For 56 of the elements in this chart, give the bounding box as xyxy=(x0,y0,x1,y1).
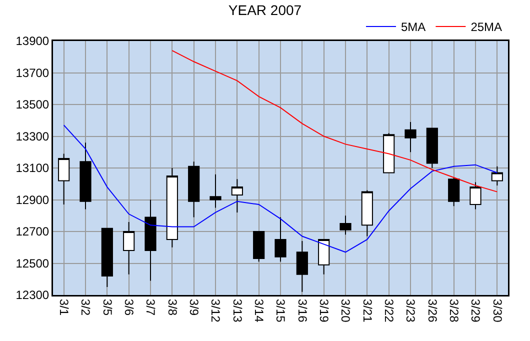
x-tick-label: 3/15 xyxy=(274,298,288,323)
candlestick xyxy=(404,121,416,153)
legend-label: 25MA xyxy=(470,20,502,34)
y-tick-label: 12500 xyxy=(16,256,50,270)
candlestick xyxy=(318,238,330,275)
y-tick-label: 12300 xyxy=(16,288,50,302)
candlestick xyxy=(274,216,286,262)
candlestick xyxy=(448,177,460,207)
x-tick-label: 3/8 xyxy=(165,298,180,316)
x-tick-label: 3/19 xyxy=(316,298,331,323)
candlestick xyxy=(166,168,178,248)
candlestick xyxy=(58,153,70,206)
candlestick xyxy=(80,142,92,210)
candlestick xyxy=(470,182,482,210)
candlestick xyxy=(426,128,438,168)
x-tick-label: 3/12 xyxy=(208,298,223,323)
y-tick-label: 13500 xyxy=(16,98,50,112)
candlestick xyxy=(101,228,113,288)
x-tick-label: 3/1 xyxy=(56,298,71,316)
y-tick-label: 13900 xyxy=(16,34,50,48)
x-tick-label: 3/13 xyxy=(230,298,244,323)
line-series xyxy=(63,124,498,253)
x-tick-label: 3/22 xyxy=(382,298,396,323)
y-tick-label: 13700 xyxy=(16,66,50,80)
y-tick-label: 13300 xyxy=(16,129,50,144)
candlestick xyxy=(231,178,243,213)
candlestick xyxy=(383,132,395,174)
x-tick-label: 3/20 xyxy=(338,298,353,323)
legend-label: 5MA xyxy=(401,20,426,34)
candlestick xyxy=(361,190,373,237)
candlestick xyxy=(210,174,222,208)
line-series xyxy=(172,50,498,192)
x-tick-label: 3/7 xyxy=(144,298,158,316)
x-tick-label: 3/9 xyxy=(186,298,201,316)
x-tick-label: 3/2 xyxy=(78,298,93,316)
x-tick-label: 3/26 xyxy=(425,298,440,323)
x-tick-label: 3/21 xyxy=(360,298,374,323)
x-tick-label: 3/6 xyxy=(122,298,136,316)
x-tick-label: 3/28 xyxy=(446,298,461,323)
x-tick-label: 3/16 xyxy=(295,298,310,323)
chart-title: YEAR 2007 xyxy=(228,2,302,18)
candlestick xyxy=(491,166,503,186)
candlestick xyxy=(188,161,200,218)
candlestick xyxy=(123,221,135,275)
candlestick xyxy=(340,215,352,236)
candlestick xyxy=(296,240,308,292)
y-tick-label: 13100 xyxy=(16,161,50,176)
x-tick-label: 3/30 xyxy=(490,298,504,323)
x-tick-label: 3/5 xyxy=(100,298,114,316)
x-tick-label: 3/14 xyxy=(252,298,266,323)
x-tick-label: 3/29 xyxy=(468,298,483,323)
candlestick xyxy=(253,231,265,262)
y-tick-label: 12900 xyxy=(16,192,50,207)
y-tick-label: 12700 xyxy=(16,224,50,239)
x-tick-label: 3/23 xyxy=(404,298,418,323)
candlestick xyxy=(144,199,156,282)
